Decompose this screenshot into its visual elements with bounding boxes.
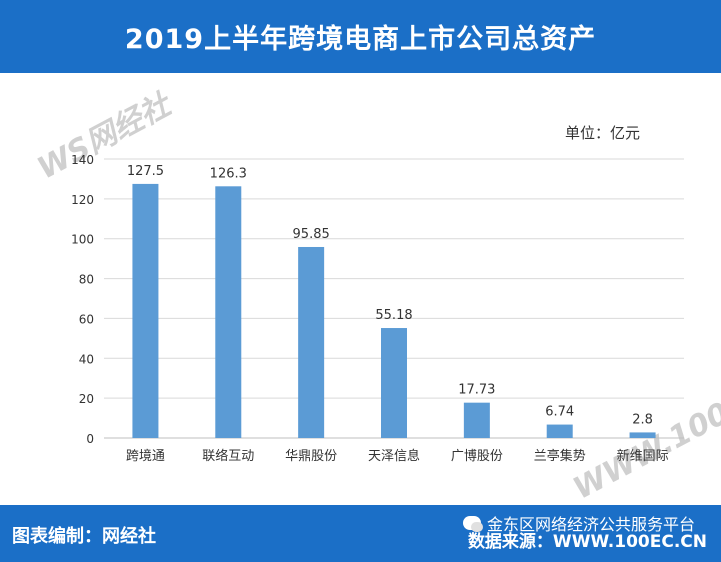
wechat-icon [462, 516, 483, 532]
bar [629, 432, 656, 438]
bar [546, 424, 573, 438]
unit-label: 单位：亿元 [565, 124, 641, 142]
data-label: 17.73 [458, 383, 495, 398]
y-tick-label: 140 [71, 153, 94, 167]
x-tick-label: 跨境通 [126, 449, 165, 464]
x-tick-label: 联络互动 [202, 448, 254, 464]
chart-header: 2019上半年跨境电商上市公司总资产 [0, 0, 721, 73]
data-label: 95.85 [293, 227, 330, 242]
bar [298, 246, 325, 438]
data-label: 2.8 [632, 412, 653, 427]
chart-title: 2019上半年跨境电商上市公司总资产 [124, 24, 597, 55]
x-tick-label: 广博股份 [451, 449, 503, 464]
x-tick-label: 新维国际 [617, 448, 669, 464]
bar [381, 328, 407, 438]
y-tick-label: 80 [79, 273, 94, 287]
y-tick-label: 120 [71, 193, 94, 207]
footer-compiler: 图表编制：网经社 [12, 526, 156, 547]
x-tick-label: 兰亭集势 [534, 448, 586, 464]
x-tick-label: 华鼎股份 [285, 449, 337, 464]
y-tick-label: 60 [79, 312, 94, 326]
x-tick-label: 天泽信息 [368, 448, 420, 464]
y-tick-label: 100 [71, 233, 94, 247]
data-label: 127.5 [127, 164, 164, 179]
wechat-overlay: 金东区网络经济公共服务平台 [462, 511, 695, 535]
bar [132, 183, 159, 438]
bar [215, 186, 242, 438]
y-tick-label: 0 [86, 432, 94, 446]
y-tick-label: 20 [79, 392, 94, 406]
bar [463, 402, 490, 438]
data-label: 55.18 [375, 308, 412, 323]
y-tick-label: 40 [79, 352, 94, 366]
wechat-account-name: 金东区网络经济公共服务平台 [486, 515, 695, 534]
data-label: 126.3 [210, 166, 247, 181]
footer-source: 数据来源：WWW.100EC.CN [467, 532, 707, 552]
chart-footer: 图表编制：网经社 数据来源：WWW.100EC.CN 金东区网络经济公共服务平台 [0, 505, 721, 562]
data-label: 6.74 [545, 405, 574, 420]
